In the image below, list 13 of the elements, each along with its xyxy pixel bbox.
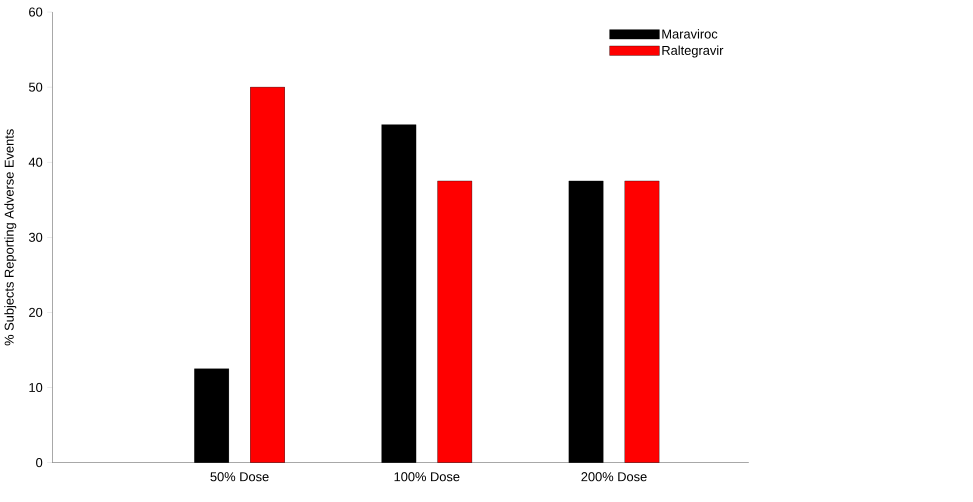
legend-label: Maraviroc xyxy=(662,29,718,39)
y-tick-label: 40 xyxy=(28,158,42,167)
y-tick-label: 20 xyxy=(29,308,42,317)
x-tick-label: 100% Dose xyxy=(394,472,460,482)
y-tick-label: 50 xyxy=(28,82,42,92)
y-tick-label: 0 xyxy=(36,458,42,468)
x-tick-label: 200% Dose xyxy=(581,472,647,482)
y-tick-label: 30 xyxy=(28,232,42,242)
x-tick-label: 50% Dose xyxy=(210,472,269,482)
y-axis-title: % Subjects Reporting Adverse Events xyxy=(4,129,16,346)
legend-label: Raltegravir xyxy=(662,45,724,58)
y-tick-label: 10 xyxy=(29,382,42,392)
y-tick-label: 60 xyxy=(29,7,42,17)
